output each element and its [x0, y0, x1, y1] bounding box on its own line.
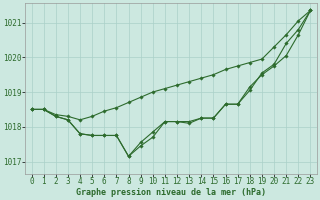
X-axis label: Graphe pression niveau de la mer (hPa): Graphe pression niveau de la mer (hPa): [76, 188, 266, 197]
